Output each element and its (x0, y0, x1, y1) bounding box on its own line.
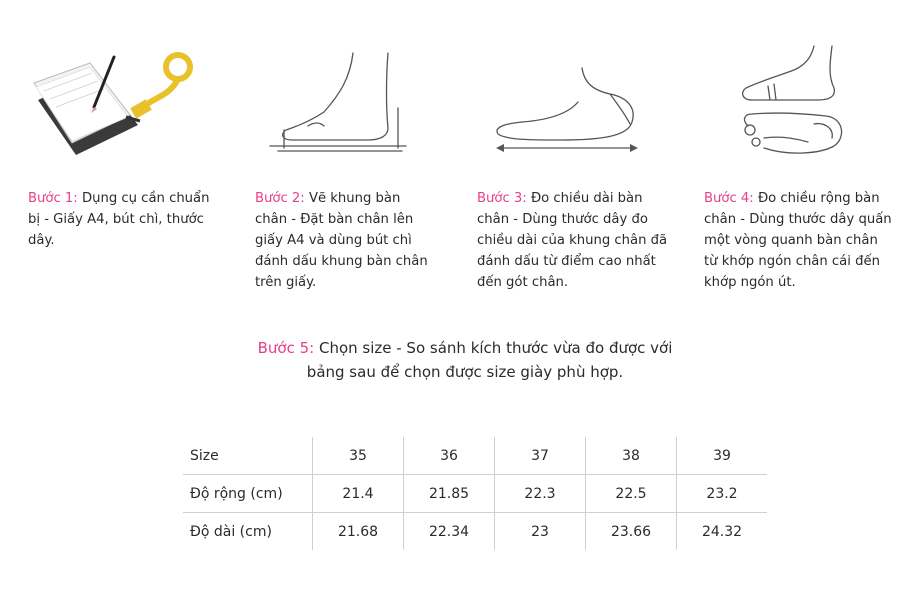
size-table: Size 35 36 37 38 39 Độ rộng (cm) 21.4 21… (183, 437, 767, 550)
table-cell: 38 (585, 437, 677, 475)
table-cell: 21.4 (312, 474, 404, 513)
step-4-label: Bước 4: (704, 191, 754, 206)
table-cell: 21.85 (403, 474, 495, 513)
table-cell: 21.68 (312, 512, 404, 550)
table-cell: 39 (676, 437, 767, 475)
step-4-description: Đo chiều rộng bàn chân - Dùng thước dây … (704, 191, 892, 290)
table-cell: 35 (312, 437, 404, 475)
table-row: Độ rộng (cm) 21.4 21.85 22.3 22.5 23.2 (183, 474, 767, 513)
step-3-text: Bước 3: Đo chiều dài bàn chân - Dùng thư… (477, 188, 675, 293)
step-2-text: Bước 2: Vẽ khung bàn chân - Đặt bàn chân… (255, 188, 435, 293)
table-cell: 37 (494, 437, 586, 475)
step-5-label: Bước 5: (257, 339, 315, 357)
step-4-text: Bước 4: Đo chiều rộng bàn chân - Dùng th… (704, 188, 894, 293)
row-header: Size (183, 437, 313, 475)
step-1-label: Bước 1: (28, 191, 78, 206)
table-cell: 22.34 (403, 512, 495, 550)
table-cell: 23.66 (585, 512, 677, 550)
table-cell: 22.3 (494, 474, 586, 513)
step-2-description: Vẽ khung bàn chân - Đặt bàn chân lên giấ… (255, 191, 428, 290)
table-cell: 23.2 (676, 474, 767, 513)
step-5-text: Bước 5: Chọn size - So sánh kích thước v… (250, 336, 680, 384)
notebook-pencil-tape-icon (33, 52, 193, 155)
step-3-label: Bước 3: (477, 191, 527, 206)
table-cell: 36 (403, 437, 495, 475)
step-1-description: Dụng cụ cần chuẩn bị - Giấy A4, bút chì,… (28, 191, 210, 248)
step-3-description: Đo chiều dài bàn chân - Dùng thước dây đ… (477, 191, 668, 290)
foot-length-measure-icon (496, 67, 638, 152)
step-5-description: Chọn size - So sánh kích thước vừa đo đư… (306, 339, 673, 381)
table-cell: 23 (494, 512, 586, 550)
row-header: Độ rộng (cm) (183, 474, 313, 513)
foot-outline-on-paper-icon (269, 52, 407, 152)
table-cell: 24.32 (676, 512, 767, 550)
row-header: Độ dài (cm) (190, 523, 272, 540)
table-row: Độ dài (cm) 21.68 22.34 23 23.66 24.32 (183, 512, 767, 550)
step-1-text: Bước 1: Dụng cụ cần chuẩn bị - Giấy A4, … (28, 188, 223, 251)
table-row: Size 35 36 37 38 39 (183, 437, 767, 475)
step-2-label: Bước 2: (255, 191, 305, 206)
table-cell: 22.5 (585, 474, 677, 513)
foot-width-measure-icon (741, 45, 843, 154)
